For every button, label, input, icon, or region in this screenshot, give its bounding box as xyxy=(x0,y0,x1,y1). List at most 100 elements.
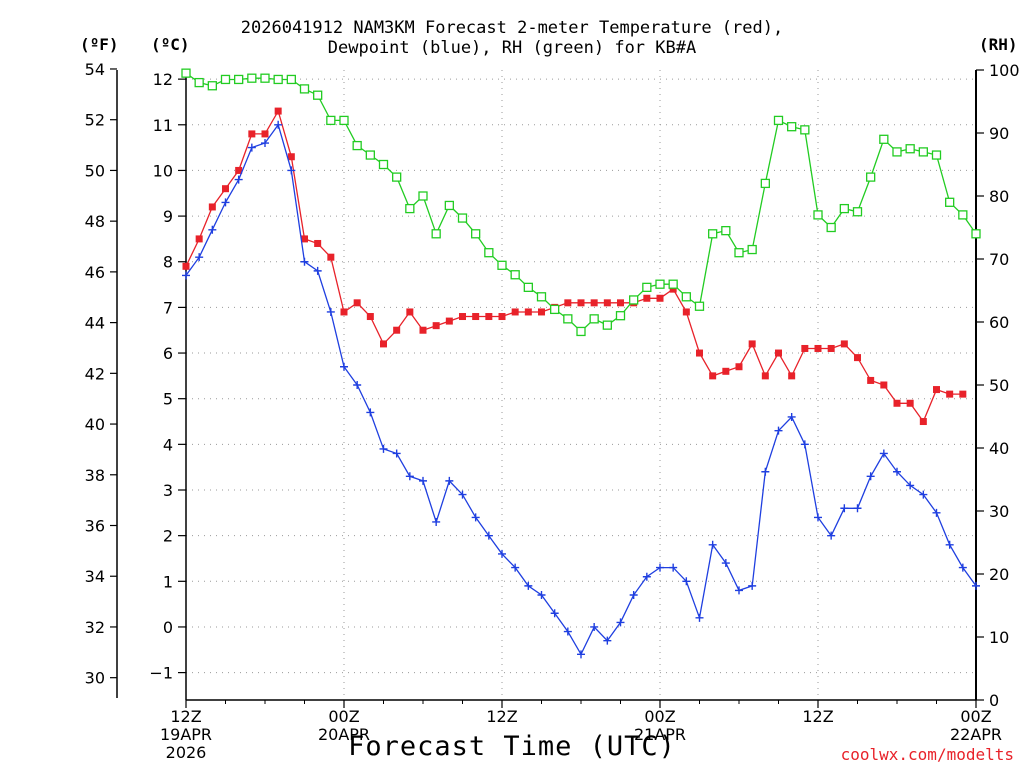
rh-tick-label: 20 xyxy=(989,565,1009,584)
temperature-point xyxy=(840,340,848,348)
dewpoint-point xyxy=(379,444,388,453)
rh-point xyxy=(405,203,415,214)
temperature-point xyxy=(603,299,611,307)
dewpoint-point xyxy=(234,175,243,184)
rh-point xyxy=(892,147,902,157)
dewpoint-point xyxy=(735,586,743,595)
rh-point xyxy=(747,244,757,255)
temperature-point xyxy=(722,367,730,375)
celsius-tick-label: 6 xyxy=(163,344,173,363)
rh-point xyxy=(905,144,915,154)
fahrenheit-tick-label: 54 xyxy=(85,60,105,79)
rh-point xyxy=(326,115,336,126)
temperature-point xyxy=(182,262,190,270)
temperature-point xyxy=(590,299,598,307)
series-line-dewpoint xyxy=(185,123,977,656)
rh-tick-label: 60 xyxy=(989,313,1009,332)
dewpoint-point xyxy=(866,472,875,481)
temperature-point xyxy=(748,340,756,348)
temperature-point xyxy=(485,313,493,321)
rh-tick-label: 80 xyxy=(989,187,1009,206)
dewpoint-point xyxy=(656,563,664,572)
temperature-point xyxy=(301,235,308,243)
x-tick-label: 00Z xyxy=(328,707,359,726)
temperature-point xyxy=(222,185,229,193)
series-line-temperature xyxy=(185,109,963,423)
fahrenheit-tick-label: 42 xyxy=(85,364,105,383)
dewpoint-point xyxy=(511,563,520,572)
temperature-point xyxy=(946,390,954,398)
temperature-point xyxy=(445,317,453,325)
temperature-point xyxy=(248,130,256,138)
rh-point xyxy=(418,191,428,201)
dewpoint-point xyxy=(353,381,362,389)
dewpoint-point xyxy=(550,609,559,618)
celsius-tick-label: 5 xyxy=(163,390,173,409)
dewpoint-point xyxy=(590,622,599,631)
x-tick-label: 22APR xyxy=(950,725,1002,744)
temperature-point xyxy=(880,381,888,389)
dewpoint-point xyxy=(906,481,915,490)
dewpoint-point xyxy=(221,198,230,207)
celsius-tick-label: 4 xyxy=(163,435,173,454)
rh-point xyxy=(931,150,942,160)
temperature-point xyxy=(867,376,875,384)
x-tick-label: 00Z xyxy=(644,707,675,726)
temperature-point xyxy=(775,349,782,357)
temperature-point xyxy=(709,372,717,380)
dewpoint-point xyxy=(708,540,717,549)
rh-point xyxy=(234,74,244,85)
dewpoint-point xyxy=(814,513,822,522)
x-tick-label: 12Z xyxy=(170,707,201,726)
x-tick-label: 12Z xyxy=(802,707,833,726)
dewpoint-point xyxy=(484,531,493,540)
dewpoint-point xyxy=(840,504,849,513)
x-axis-title: Forecast Time (UTC) xyxy=(348,731,676,762)
dewpoint-point xyxy=(748,581,757,590)
temperature-point xyxy=(208,203,216,211)
temperature-point xyxy=(735,363,743,371)
dewpoint-point xyxy=(445,476,454,485)
temperature-point xyxy=(814,344,822,352)
dewpoint-point xyxy=(287,166,296,175)
rh-tick-label: 90 xyxy=(989,124,1009,143)
fahrenheit-axis-unit: (ºF) xyxy=(80,35,119,54)
x-tick-label: 2026 xyxy=(166,743,207,762)
celsius-tick-label: 0 xyxy=(163,618,173,637)
temperature-point xyxy=(933,386,940,394)
temperature-point xyxy=(524,308,532,316)
rh-point xyxy=(773,115,784,126)
fahrenheit-tick-label: 32 xyxy=(85,618,105,637)
dewpoint-point xyxy=(300,257,309,266)
rh-point xyxy=(286,74,296,85)
fahrenheit-tick-label: 48 xyxy=(85,212,105,231)
rh-point xyxy=(247,73,257,83)
dewpoint-point xyxy=(208,225,217,234)
chart-title-line-1: 2026041912 NAM3KM Forecast 2-meter Tempe… xyxy=(240,18,784,38)
dewpoint-point xyxy=(563,627,572,636)
rh-point xyxy=(260,73,270,83)
fahrenheit-tick-label: 34 xyxy=(85,567,105,586)
rh-point xyxy=(484,248,494,258)
rh-point xyxy=(708,229,718,239)
temperature-point xyxy=(432,322,440,330)
temperature-point xyxy=(459,313,466,321)
temperature-point xyxy=(761,372,769,380)
celsius-tick-label: 1 xyxy=(163,572,173,591)
rh-tick-label: 70 xyxy=(989,250,1009,269)
dewpoint-point xyxy=(603,636,612,645)
rh-point xyxy=(471,229,481,239)
dewpoint-point xyxy=(827,531,836,540)
rh-point xyxy=(181,68,191,78)
dewpoint-point xyxy=(721,559,730,568)
rh-point xyxy=(681,292,691,302)
x-tick-label: 21APR xyxy=(634,725,686,744)
credit-text[interactable]: coolwx.com/modelts xyxy=(840,745,1014,764)
dewpoint-point xyxy=(972,581,980,590)
rh-point xyxy=(299,84,310,94)
rh-point xyxy=(655,279,665,289)
rh-point xyxy=(945,197,955,207)
celsius-tick-label: 9 xyxy=(163,207,173,226)
temperature-point xyxy=(906,399,914,407)
